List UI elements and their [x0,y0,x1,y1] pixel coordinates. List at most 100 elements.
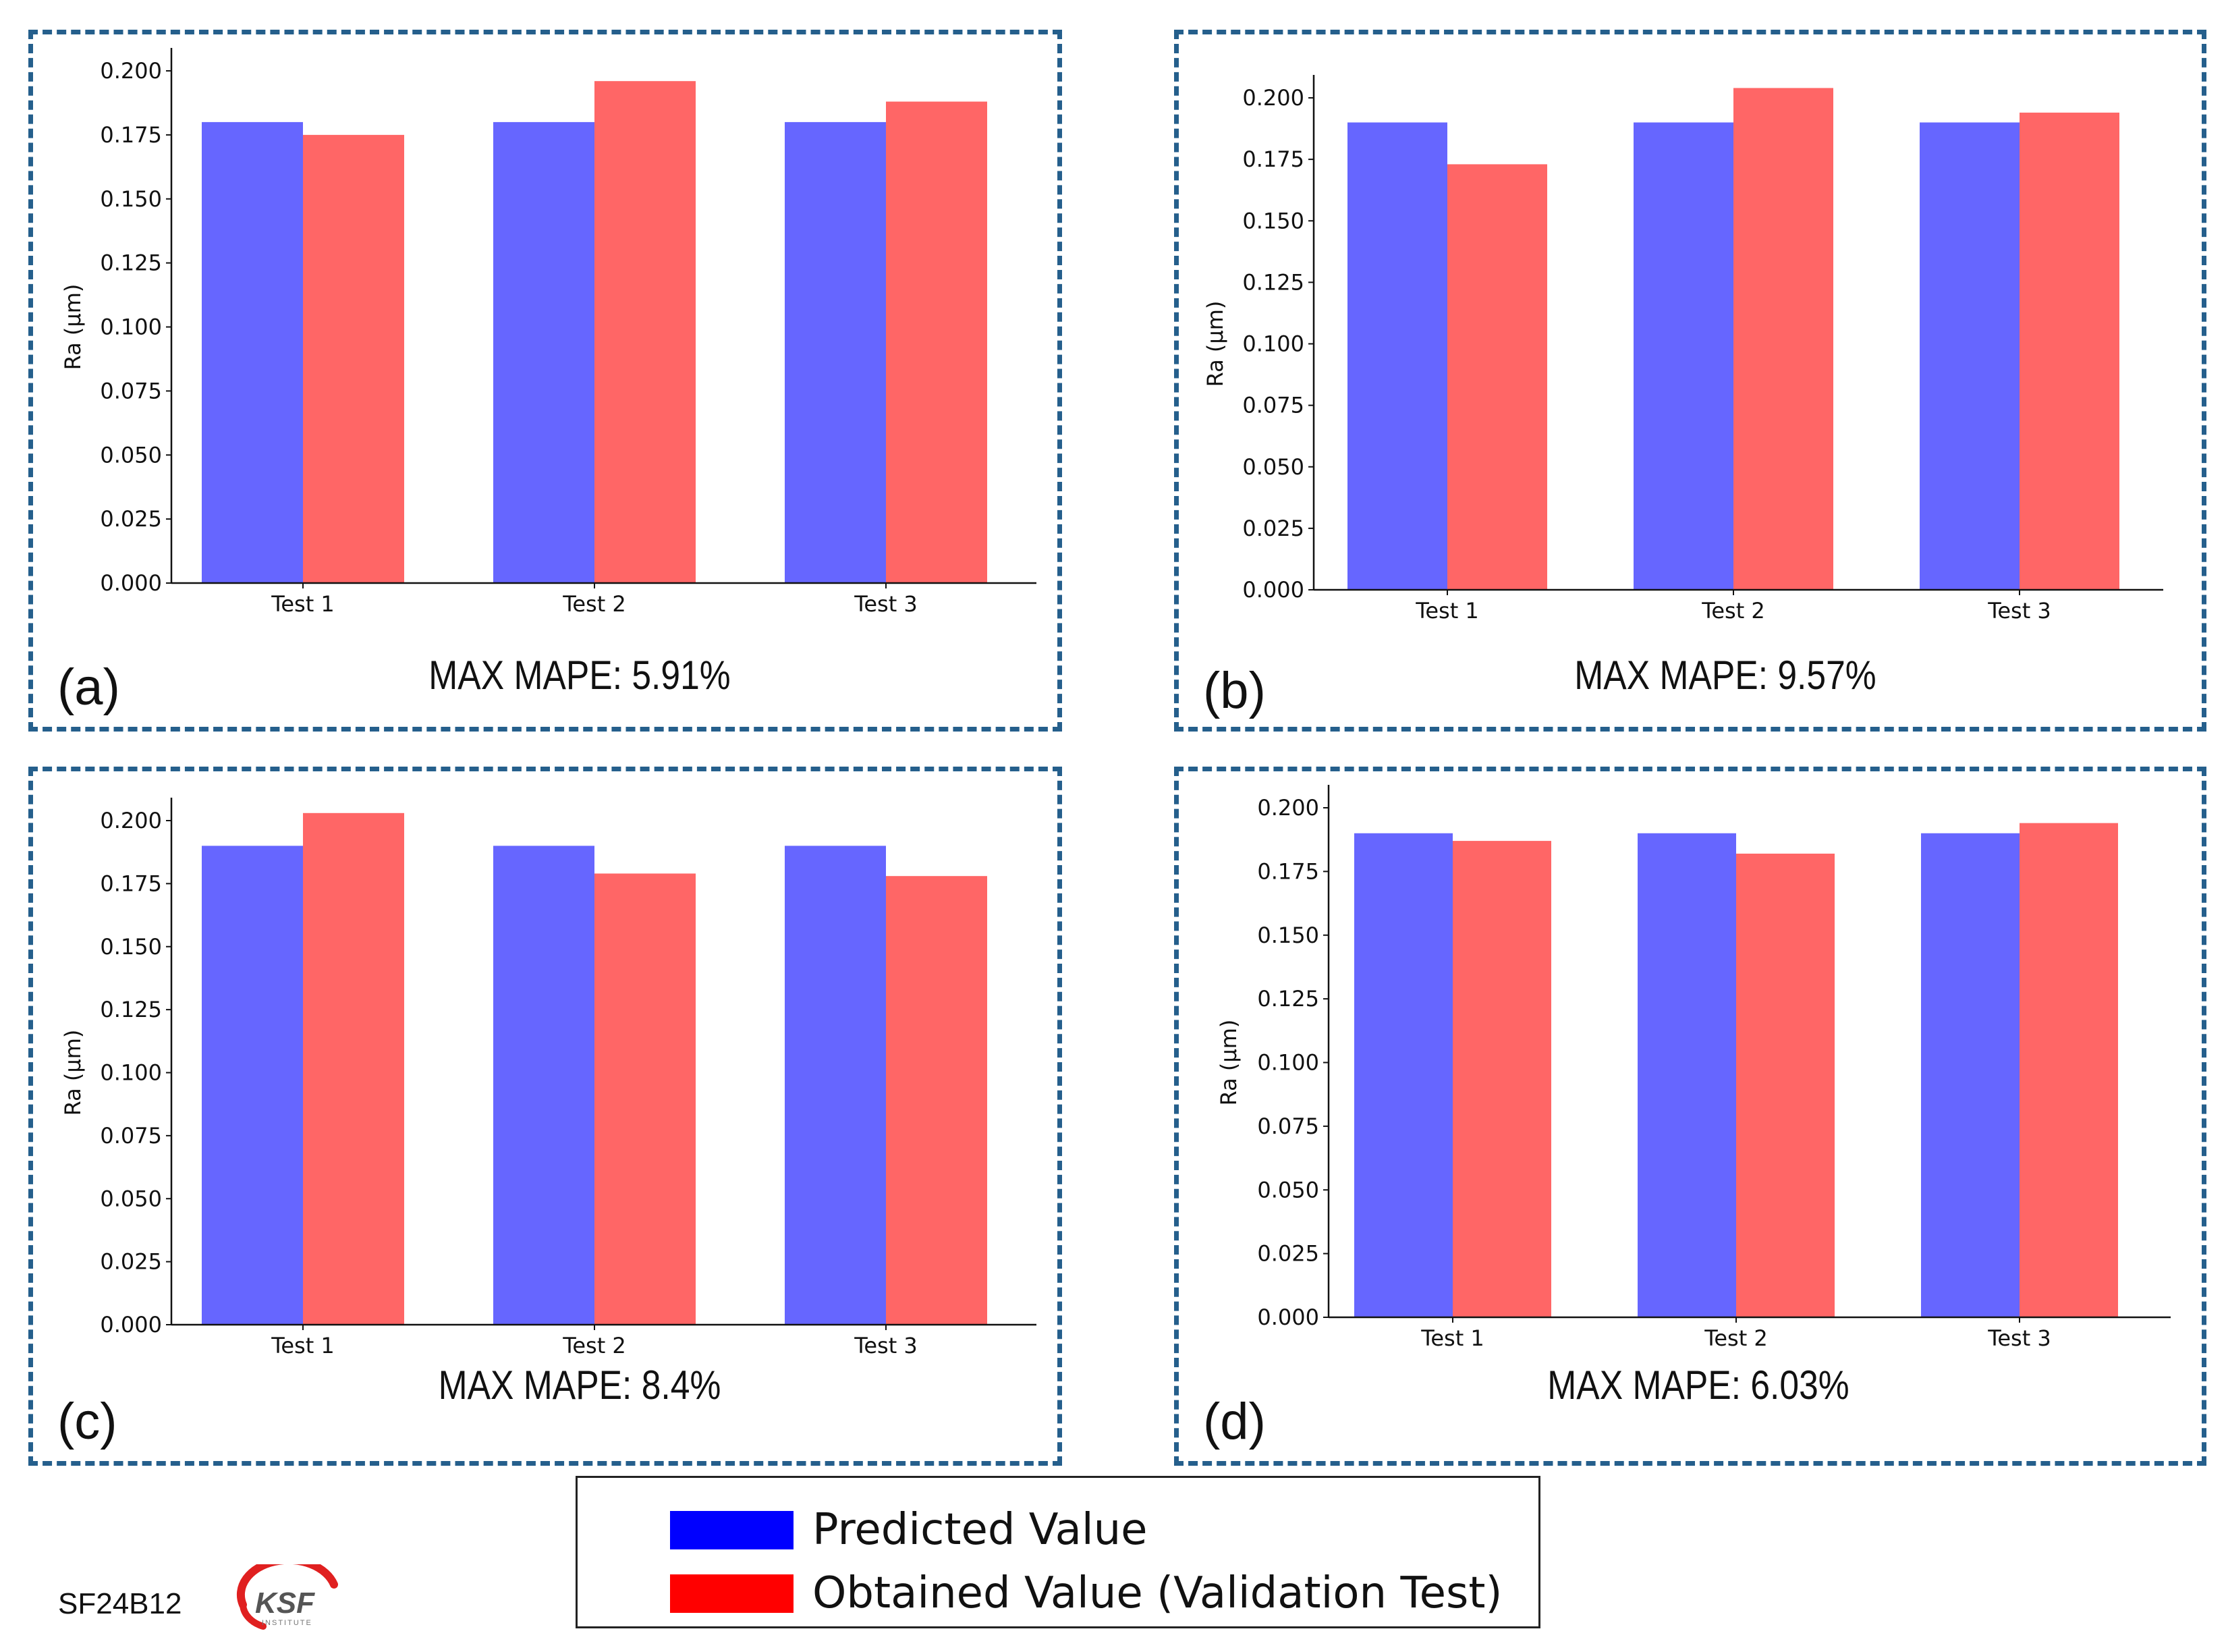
bar-obtained [2020,112,2119,590]
y-tick-label: 0.125 [100,997,162,1022]
bar-obtained [594,81,696,584]
x-tick-label: Test 2 [1701,598,1765,624]
bar-obtained [303,134,404,583]
chart-d: Test 1 Test 2 Test 3 0.000 0.025 0.050 0.075 0.… [1216,785,2171,1351]
y-tick-label: 0.100 [1257,1050,1319,1076]
y-tick-label: 0.150 [1257,923,1319,948]
panel-label: (c) [57,1393,117,1450]
y-tick-label: 0.050 [1257,1177,1319,1203]
y-tick-label: 0.000 [100,1312,162,1338]
bar-predicted [202,846,303,1325]
y-tick-label: 0.050 [1242,454,1304,480]
max-mape-label: MAX MAPE: 9.57% [1574,653,1876,698]
x-tick-label: Test 1 [1415,598,1479,624]
y-tick-label: 0.200 [100,808,162,833]
panel-b: Test 1 Test 2 Test 3 0.000 0.025 0.050 0.075 0.… [1174,30,2206,732]
legend-item-obtained: Obtained Value (Validation Test) [670,1568,1502,1618]
x-tick-label: Test 2 [562,591,626,617]
y-tick-label: 0.075 [100,1123,162,1149]
y-tick-label: 0.025 [100,506,162,532]
y-tick-label: 0.150 [100,934,162,960]
bar-predicted [202,121,303,583]
y-tick-label: 0.050 [100,442,162,468]
y-tick-label: 0.150 [1242,208,1304,233]
x-tick-label: Test 3 [854,1333,918,1358]
y-axis-label: Ra (µm) [60,1030,86,1116]
panel-label: (d) [1203,1393,1266,1450]
y-tick-label: 0.025 [1242,516,1304,541]
y-tick-label: 0.075 [1257,1113,1319,1139]
y-tick-label: 0.200 [1242,85,1304,111]
max-mape-label: MAX MAPE: 8.4% [438,1362,721,1408]
panel-c: Test 1 Test 2 Test 3 0.000 0.025 0.050 0.075 0.… [28,767,1062,1466]
x-tick-label: Test 1 [271,1333,335,1358]
y-tick-label: 0.100 [100,1060,162,1086]
legend-swatch-obtained [670,1574,794,1613]
bar-obtained [1453,841,1551,1317]
y-tick-label: 0.025 [1257,1241,1319,1267]
legend-swatch-predicted [670,1510,794,1549]
y-tick-label: 0.050 [100,1186,162,1211]
logo-text: KSF [255,1587,315,1620]
x-tick-label: Test 3 [1987,1325,2051,1351]
panel-label: (a) [57,659,120,716]
max-mape-label: MAX MAPE: 6.03% [1547,1362,1849,1408]
x-tick-label: Test 3 [854,591,918,617]
y-tick-label: 0.025 [100,1249,162,1275]
y-tick-label: 0.125 [1257,986,1319,1012]
y-tick-label: 0.150 [100,186,162,212]
y-tick-label: 0.200 [1257,795,1319,821]
bar-obtained [1733,88,1833,590]
y-axis-label: Ra (µm) [60,284,86,370]
legend: Predicted Value Obtained Value (Validati… [576,1476,1540,1628]
y-tick-label: 0.000 [100,570,162,596]
y-tick-label: 0.200 [100,58,162,84]
y-tick-label: 0.125 [1242,269,1304,295]
y-tick-label: 0.100 [1242,331,1304,357]
y-axis-label: Ra (µm) [1202,301,1228,387]
ksf-logo: KSF INSTITUTE [236,1564,338,1630]
y-tick-label: 0.075 [100,378,162,404]
y-axis-label: Ra (µm) [1216,1020,1242,1106]
x-tick-label: Test 1 [271,591,335,617]
max-mape-label: MAX MAPE: 5.91% [428,653,731,698]
bar-predicted [493,121,594,583]
chart-a: Test 1 Test 2 Test 3 0.000 0.025 0.050 0.075 0.… [60,48,1036,617]
bar-predicted [493,846,594,1325]
y-tick-label: 0.000 [1257,1304,1319,1330]
bar-predicted [785,846,886,1325]
y-tick-label: 0.175 [100,122,162,148]
x-tick-label: Test 1 [1420,1325,1484,1351]
footer-code: SF24B12 [58,1587,182,1620]
legend-item-predicted: Predicted Value [670,1505,1148,1555]
y-tick-label: 0.175 [100,871,162,896]
bar-obtained [594,873,696,1325]
bar-obtained [1736,853,1835,1317]
bar-predicted [1354,833,1453,1317]
bar-obtained [1447,164,1547,590]
y-tick-label: 0.000 [1242,577,1304,603]
bar-predicted [1921,833,2020,1317]
panel-a: Test 1 Test 2 Test 3 0.000 0.025 0.050 0.075 0.… [28,30,1062,732]
bar-obtained [2020,823,2118,1317]
y-tick-label: 0.100 [100,314,162,340]
legend-label-predicted: Predicted Value [812,1505,1148,1555]
panel-d: Test 1 Test 2 Test 3 0.000 0.025 0.050 0.075 0.… [1174,767,2206,1466]
chart-c: Test 1 Test 2 Test 3 0.000 0.025 0.050 0.075 0.… [60,798,1036,1358]
x-tick-label: Test 2 [562,1333,626,1358]
bar-obtained [886,101,987,583]
y-tick-label: 0.175 [1257,858,1319,884]
chart-b: Test 1 Test 2 Test 3 0.000 0.025 0.050 0.075 0.… [1202,75,2163,624]
y-tick-label: 0.125 [100,250,162,276]
legend-label-obtained: Obtained Value (Validation Test) [812,1568,1503,1618]
bar-predicted [785,121,886,583]
bar-predicted [1634,122,1733,590]
logo-subtext: INSTITUTE [262,1619,312,1627]
bar-obtained [886,876,987,1325]
panel-label: (b) [1203,662,1266,719]
y-tick-label: 0.175 [1242,146,1304,172]
bar-predicted [1638,833,1736,1317]
x-tick-label: Test 2 [1704,1325,1768,1351]
bar-predicted [1920,122,2020,590]
bar-predicted [1347,122,1447,590]
